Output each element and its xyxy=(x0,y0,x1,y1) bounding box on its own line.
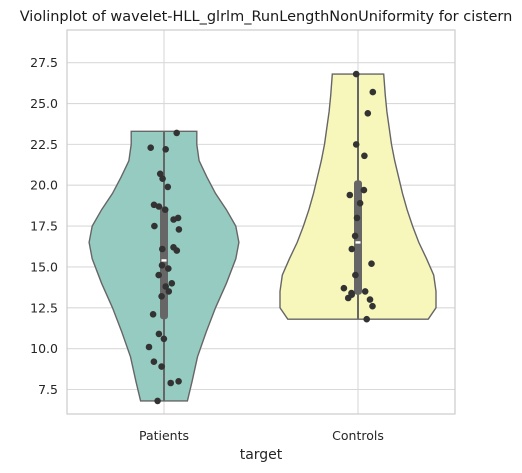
data-point xyxy=(164,183,172,191)
data-point xyxy=(361,152,368,160)
y-tick-label: 10.0 xyxy=(30,341,58,356)
chart-title: Violinplot of wavelet-HLL_glrlm_RunLengt… xyxy=(20,9,513,25)
data-point xyxy=(150,358,158,366)
y-tick-label: 17.5 xyxy=(30,219,58,234)
data-point xyxy=(162,146,169,153)
data-point xyxy=(353,214,361,222)
data-point xyxy=(356,199,364,207)
data-point xyxy=(340,284,348,292)
data-point xyxy=(173,247,181,254)
data-point xyxy=(161,206,169,213)
x-tick-labels: Patients Controls xyxy=(139,428,384,443)
data-point xyxy=(364,110,372,117)
y-tick-labels: 7.5 10.0 12.5 15.0 17.5 20.0 22.5 25.0 27.5 xyxy=(30,55,58,397)
data-point xyxy=(346,191,354,199)
data-point xyxy=(158,262,166,269)
violins xyxy=(88,73,437,402)
strip-points xyxy=(145,70,377,405)
data-point xyxy=(173,129,180,137)
data-point xyxy=(155,271,162,279)
data-point xyxy=(151,222,158,230)
data-point xyxy=(160,335,168,343)
data-point xyxy=(159,175,166,182)
y-tick-label: 27.5 xyxy=(30,55,58,70)
data-point xyxy=(155,203,163,210)
data-point xyxy=(162,283,169,290)
data-point xyxy=(361,288,369,295)
data-point xyxy=(167,379,174,387)
data-point xyxy=(155,330,163,338)
y-tick-label: 15.0 xyxy=(30,259,58,274)
data-point xyxy=(352,141,360,148)
data-point xyxy=(147,144,154,151)
y-tick-label: 25.0 xyxy=(30,96,58,111)
data-point xyxy=(158,363,165,370)
data-point xyxy=(165,265,172,272)
data-point xyxy=(366,296,374,303)
data-point xyxy=(154,397,161,405)
data-point xyxy=(149,311,157,318)
median-marker xyxy=(161,259,167,262)
data-point xyxy=(352,70,360,78)
data-point xyxy=(159,245,166,253)
data-point xyxy=(344,294,352,302)
data-point xyxy=(175,226,183,233)
x-axis-label: target xyxy=(240,447,283,463)
data-point xyxy=(170,216,177,223)
data-point xyxy=(360,186,368,194)
y-tick-label: 22.5 xyxy=(30,137,58,152)
data-point xyxy=(352,271,359,279)
data-point xyxy=(369,88,377,96)
data-point xyxy=(369,302,376,310)
data-point xyxy=(156,170,164,178)
x-tick-label: Patients xyxy=(139,428,189,443)
data-point xyxy=(351,232,359,240)
data-point xyxy=(175,378,182,385)
data-point xyxy=(168,280,176,287)
y-tick-label: 12.5 xyxy=(30,300,58,315)
data-point xyxy=(363,315,371,323)
plot-frame xyxy=(66,29,456,415)
data-point xyxy=(348,245,356,253)
y-tick-label: 20.0 xyxy=(30,178,58,193)
data-point xyxy=(368,260,375,268)
data-point xyxy=(165,288,173,295)
data-point xyxy=(158,293,165,300)
x-tick-label: Controls xyxy=(332,428,384,443)
y-tick-label: 7.5 xyxy=(38,382,58,397)
iqr-box xyxy=(354,180,362,295)
median-marker xyxy=(355,241,361,244)
data-point xyxy=(145,343,153,351)
